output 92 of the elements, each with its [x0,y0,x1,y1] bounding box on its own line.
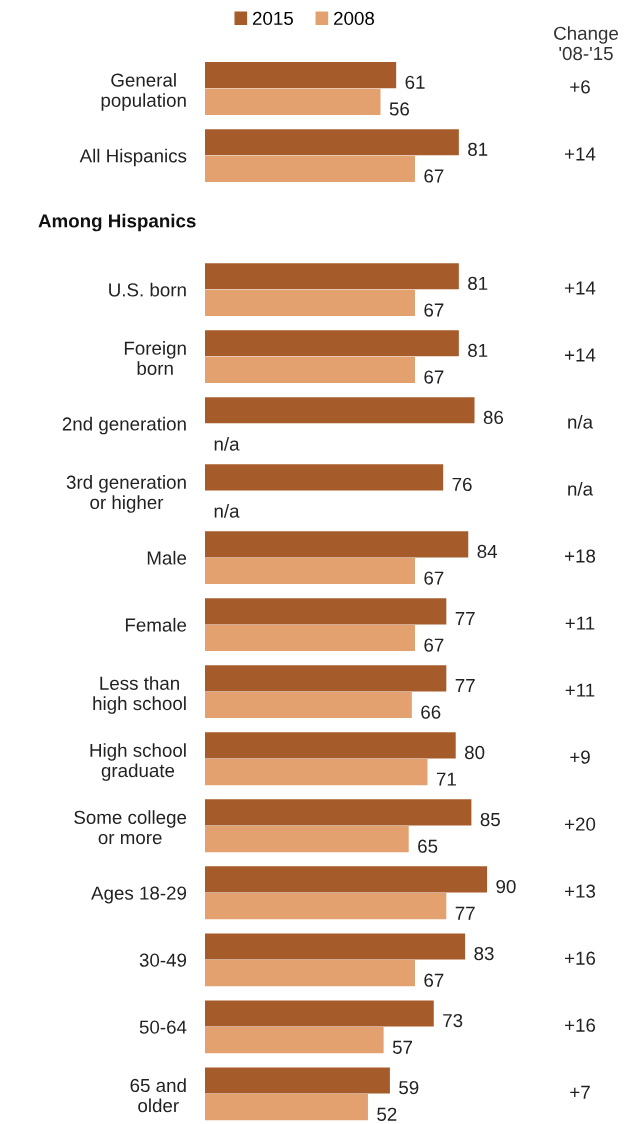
text: n/a [568,414,594,429]
bar [205,960,415,987]
text: n/a [214,503,240,518]
bar [205,1094,368,1121]
y-tick-label: Foreign born [124,341,186,376]
bar [205,624,415,652]
y-tick-label: 3rd generation or higher [66,475,186,513]
text: +16 [565,951,596,965]
data-label: 61 [405,75,425,89]
bar [205,758,428,786]
data-label: 56 [389,102,409,116]
data-label: 90 [496,879,516,894]
y-tick-label: High school graduate [90,743,186,781]
y-tick-label: Female [125,617,187,632]
text: +11 [565,683,595,697]
data-label: 65 [418,839,438,853]
bar [205,598,447,625]
text: +14 [565,348,596,362]
bar [205,1027,384,1054]
data-label: 52 [377,1107,397,1121]
bar [205,88,381,115]
bar [205,866,488,893]
data-label: 86 [483,410,504,425]
y-tick-label: Ages 18-29 [91,886,187,904]
y-tick-label: All Hispanics [79,148,187,167]
data-label: 66 [421,705,441,719]
data-label: 67 [424,169,444,183]
text: +18 [565,549,596,563]
text: +16 [565,1018,596,1032]
text: +9 [570,750,590,764]
bar [205,62,397,89]
y-tick-label: 65 and older [130,1078,186,1113]
data-label: 81 [468,276,488,290]
data-label: 83 [474,946,494,961]
bar [205,155,415,182]
bar [205,799,472,826]
data-label: 77 [455,612,475,625]
text: +14 [565,147,596,161]
y-tick-label: 2nd generation [62,416,186,435]
bar [205,464,444,491]
data-label: 67 [424,638,444,652]
data-label: 67 [424,303,444,317]
bar [205,129,459,156]
text: +14 [565,281,596,295]
bar [205,330,459,357]
data-label: 77 [455,906,475,920]
bar [205,826,409,853]
data-label: 71 [436,772,456,786]
bar [205,557,415,585]
bar [205,263,459,290]
text: +13 [565,884,596,898]
bar [205,531,469,558]
y-tick-label: 30-49 [139,953,187,967]
data-label: 67 [424,571,444,585]
bar [205,665,447,692]
data-label: 59 [399,1080,419,1095]
bar [205,1067,390,1094]
legend-label: 2008 [334,11,375,26]
bar [205,289,415,316]
y-tick-label: U.S. born [109,282,186,297]
data-label: 76 [452,477,472,492]
y-tick-label: 50-64 [139,1020,187,1034]
bar [205,732,456,759]
data-label: 73 [443,1013,463,1028]
text: +6 [570,80,590,94]
data-label: 84 [477,544,498,559]
bar [205,397,475,424]
bar [205,1000,434,1027]
data-label: 81 [468,343,488,358]
y-tick-label: Male [147,550,187,565]
bar [205,893,447,920]
data-label: 67 [424,370,444,384]
text: n/a [568,481,594,496]
text: +11 [565,616,595,630]
y-tick-label: Some college or more [74,810,187,845]
text: +20 [565,817,596,831]
text: Change '08-'15 [554,26,619,61]
data-label: 67 [424,973,444,987]
y-tick-label: General population [101,72,186,111]
data-label: 57 [392,1040,413,1054]
bar [205,691,412,719]
text: Among Hispanics [38,213,196,232]
data-label: 81 [468,142,488,156]
data-label: 77 [455,679,475,692]
data-label: 80 [464,745,485,760]
y-tick-label: Less than high school [93,676,186,714]
data-label: 85 [480,812,500,827]
bar [205,933,466,960]
text: n/a [214,436,240,451]
bar [205,356,415,383]
legend-label: 2015 [252,11,293,26]
text: +7 [570,1085,590,1099]
